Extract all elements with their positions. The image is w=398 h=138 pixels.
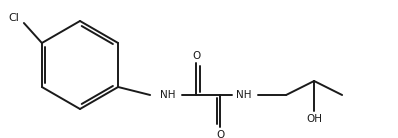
Text: NH: NH bbox=[160, 90, 176, 100]
Text: Cl: Cl bbox=[8, 13, 20, 23]
Text: NH: NH bbox=[236, 90, 252, 100]
Text: OH: OH bbox=[306, 114, 322, 124]
Text: O: O bbox=[192, 51, 200, 61]
Text: O: O bbox=[216, 130, 224, 138]
